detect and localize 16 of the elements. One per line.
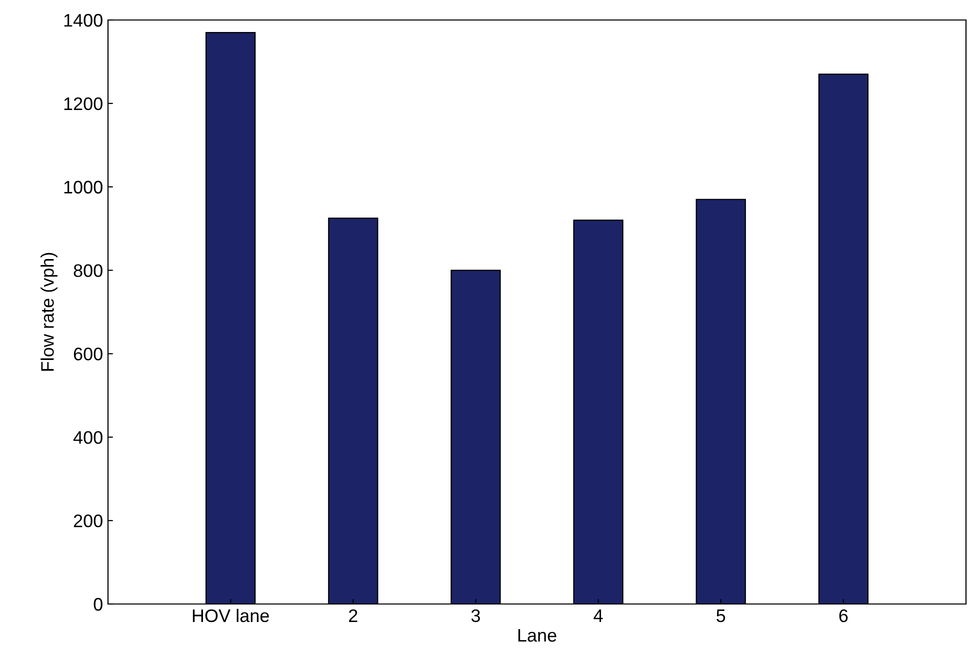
x-tick-label: HOV lane	[192, 608, 269, 622]
x-tick-label: 5	[716, 610, 726, 622]
y-tick-label: 1400	[64, 14, 102, 27]
y-tick-label: 1200	[64, 97, 102, 110]
x-tick-label: 2	[349, 609, 358, 622]
x-tick-label: 6	[839, 609, 848, 622]
x-tick-label: 4	[594, 610, 603, 622]
y-tick-label: 200	[74, 514, 102, 528]
x-axis-title: Lane	[518, 629, 556, 642]
y-tick-label: 400	[73, 431, 102, 444]
x-tick-label: 3	[471, 609, 480, 622]
y-axis-title: Flow rate (vph)	[40, 252, 58, 371]
y-tick-label: 800	[74, 264, 102, 278]
y-tick-label: 1000	[64, 180, 102, 194]
y-tick-label: 600	[74, 348, 102, 360]
y-tick-label: 0	[94, 598, 102, 611]
